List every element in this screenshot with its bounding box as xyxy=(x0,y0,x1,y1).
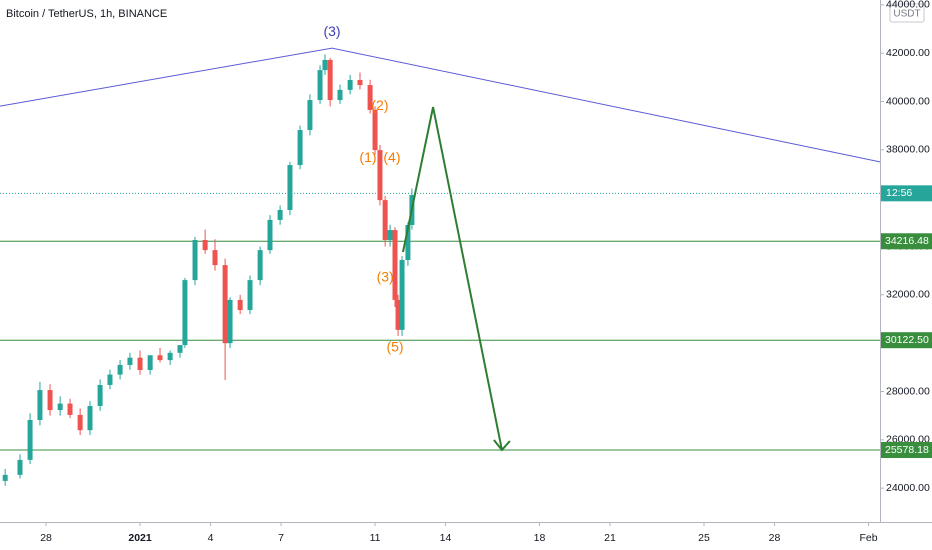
y-tick-label: 24000.00 xyxy=(886,482,930,494)
candle-body xyxy=(47,390,53,411)
candle-body xyxy=(377,150,383,201)
level-label: 34216.48 xyxy=(885,235,929,247)
candle-body xyxy=(2,474,8,481)
y-tick-label: 42000.00 xyxy=(886,47,930,59)
candle-body xyxy=(117,364,123,375)
x-tick-label: 11 xyxy=(370,532,381,544)
candle-body xyxy=(399,260,405,330)
y-tick-label: 40000.00 xyxy=(886,95,930,107)
y-tick-label: 44000.00 xyxy=(886,0,930,11)
candle-body xyxy=(27,420,33,460)
currency-box[interactable] xyxy=(889,3,925,23)
candle-body xyxy=(277,210,283,220)
candle-body xyxy=(337,89,343,101)
candle-body xyxy=(307,100,313,131)
candle-body xyxy=(147,355,153,370)
candle-body xyxy=(182,280,188,346)
wave-label: (5) xyxy=(386,339,403,355)
candle-body xyxy=(297,130,303,166)
x-tick-label: 28 xyxy=(769,532,781,544)
x-tick-label: Feb xyxy=(859,532,877,544)
candle-body xyxy=(127,357,133,365)
y-tick-label: 28000.00 xyxy=(886,385,930,397)
current-price-label: 12:56 xyxy=(886,187,912,199)
candle-body xyxy=(37,390,43,421)
candle-body xyxy=(177,345,183,353)
candle-body xyxy=(157,355,163,361)
candle-body xyxy=(372,109,378,151)
projection-path xyxy=(402,106,503,451)
candle-body xyxy=(202,239,208,251)
candle-body xyxy=(405,224,411,261)
candle-body xyxy=(227,299,233,344)
candle-body xyxy=(387,230,393,240)
wave-label: (4) xyxy=(383,149,400,165)
candle-body xyxy=(107,374,113,385)
level-tag xyxy=(881,332,932,349)
y-tick-label: 38000.00 xyxy=(886,144,930,156)
candle-body xyxy=(57,403,63,411)
candle-body xyxy=(192,239,198,281)
wave-label: (1) xyxy=(359,149,376,165)
current-price-tag xyxy=(881,185,932,202)
projection-arrowhead xyxy=(493,439,511,452)
wave-label: (3) xyxy=(377,269,394,285)
candle-body xyxy=(237,299,243,311)
candle-body xyxy=(347,79,353,90)
candle-body xyxy=(212,250,218,266)
candle-body xyxy=(247,280,253,311)
x-tick-label: 28 xyxy=(40,532,52,544)
candle-body xyxy=(167,352,173,361)
y-tick-label: 32000.00 xyxy=(886,289,930,301)
trendline xyxy=(0,47,881,163)
candle-body xyxy=(77,414,83,431)
candle-body xyxy=(367,85,373,110)
candle-body xyxy=(257,250,263,281)
candle-body xyxy=(382,200,388,240)
candle-body xyxy=(327,59,333,101)
x-tick-label: 4 xyxy=(208,532,214,544)
wave-label: (2) xyxy=(371,97,388,113)
candle-body xyxy=(357,79,363,86)
level-tag xyxy=(881,233,932,250)
candle-body xyxy=(392,230,398,300)
candle-body xyxy=(137,357,143,370)
currency: USDT xyxy=(893,9,920,20)
wave-label: (3) xyxy=(323,23,340,39)
candle-body xyxy=(17,459,23,475)
level-label: 25578.18 xyxy=(885,444,929,456)
candle-body xyxy=(317,70,323,101)
candle-body xyxy=(222,265,228,344)
x-tick-label: 7 xyxy=(278,532,284,544)
x-tick-label: 25 xyxy=(698,532,710,544)
candle-body xyxy=(287,165,293,211)
x-tick-label: 21 xyxy=(604,532,616,544)
candle-body xyxy=(67,403,73,415)
x-tick-label: 18 xyxy=(534,532,546,544)
candle-body xyxy=(395,299,401,330)
chart-title: Bitcoin / TetherUS, 1h, BINANCE xyxy=(6,8,167,20)
x-tick-label: 14 xyxy=(440,532,452,544)
level-tag xyxy=(881,442,932,459)
level-label: 30122.50 xyxy=(885,334,929,346)
candle-body xyxy=(322,59,328,71)
candle-body xyxy=(97,384,103,406)
candle-body xyxy=(267,219,273,251)
x-tick-label: 2021 xyxy=(128,532,152,544)
candle-body xyxy=(87,406,93,431)
